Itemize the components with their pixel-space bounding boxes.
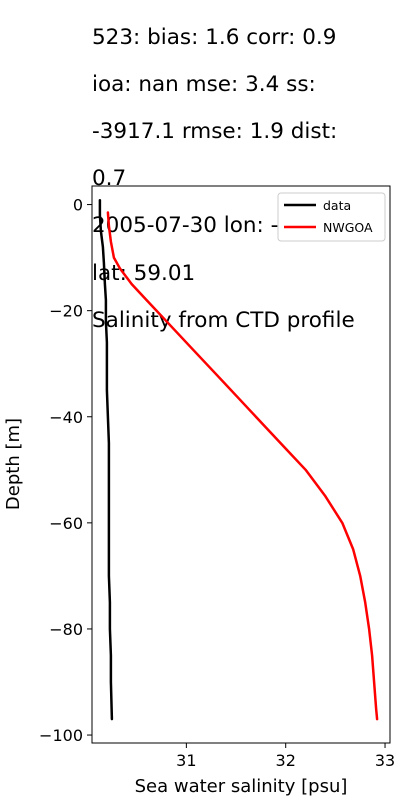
x-tick-label: 33 [375,751,395,770]
y-tick-label: −20 [49,302,83,321]
y-axis-ticks: 0 −20 −40 −60 −80 −100 [39,196,92,745]
y-tick-label: −100 [39,726,83,745]
series-line-nwgoa [106,211,379,721]
series-layer [98,199,379,721]
x-axis-label: Sea water salinity [psu] [135,776,348,797]
plot-area: 31 32 33 0 −20 −40 −60 −80 −100 [39,185,395,770]
title-line-4: 0.7 [92,166,127,192]
series-line-data [98,199,114,721]
y-tick-label: −40 [49,408,83,427]
title-line-2: ioa: nan mse: 3.4 ss: [92,71,316,97]
legend-label-nwgoa: NWGOA [323,220,373,235]
title-line-3: -3917.1 rmse: 1.9 dist: [92,118,338,144]
legend: data NWGOA [277,192,386,242]
x-tick-label: 31 [176,751,196,770]
y-tick-label: −80 [49,620,83,639]
title-line-1: 523: bias: 1.6 corr: 0.9 [92,24,337,50]
y-tick-label: −60 [49,514,83,533]
legend-label-data: data [323,198,351,213]
axes-frame [91,185,391,744]
x-tick-label: 32 [276,751,296,770]
y-tick-label: 0 [73,196,83,215]
y-axis-label: Depth [m] [3,418,24,510]
title-line-7: Salinity from CTD profile [92,307,355,333]
x-axis-ticks: 31 32 33 [176,743,395,770]
